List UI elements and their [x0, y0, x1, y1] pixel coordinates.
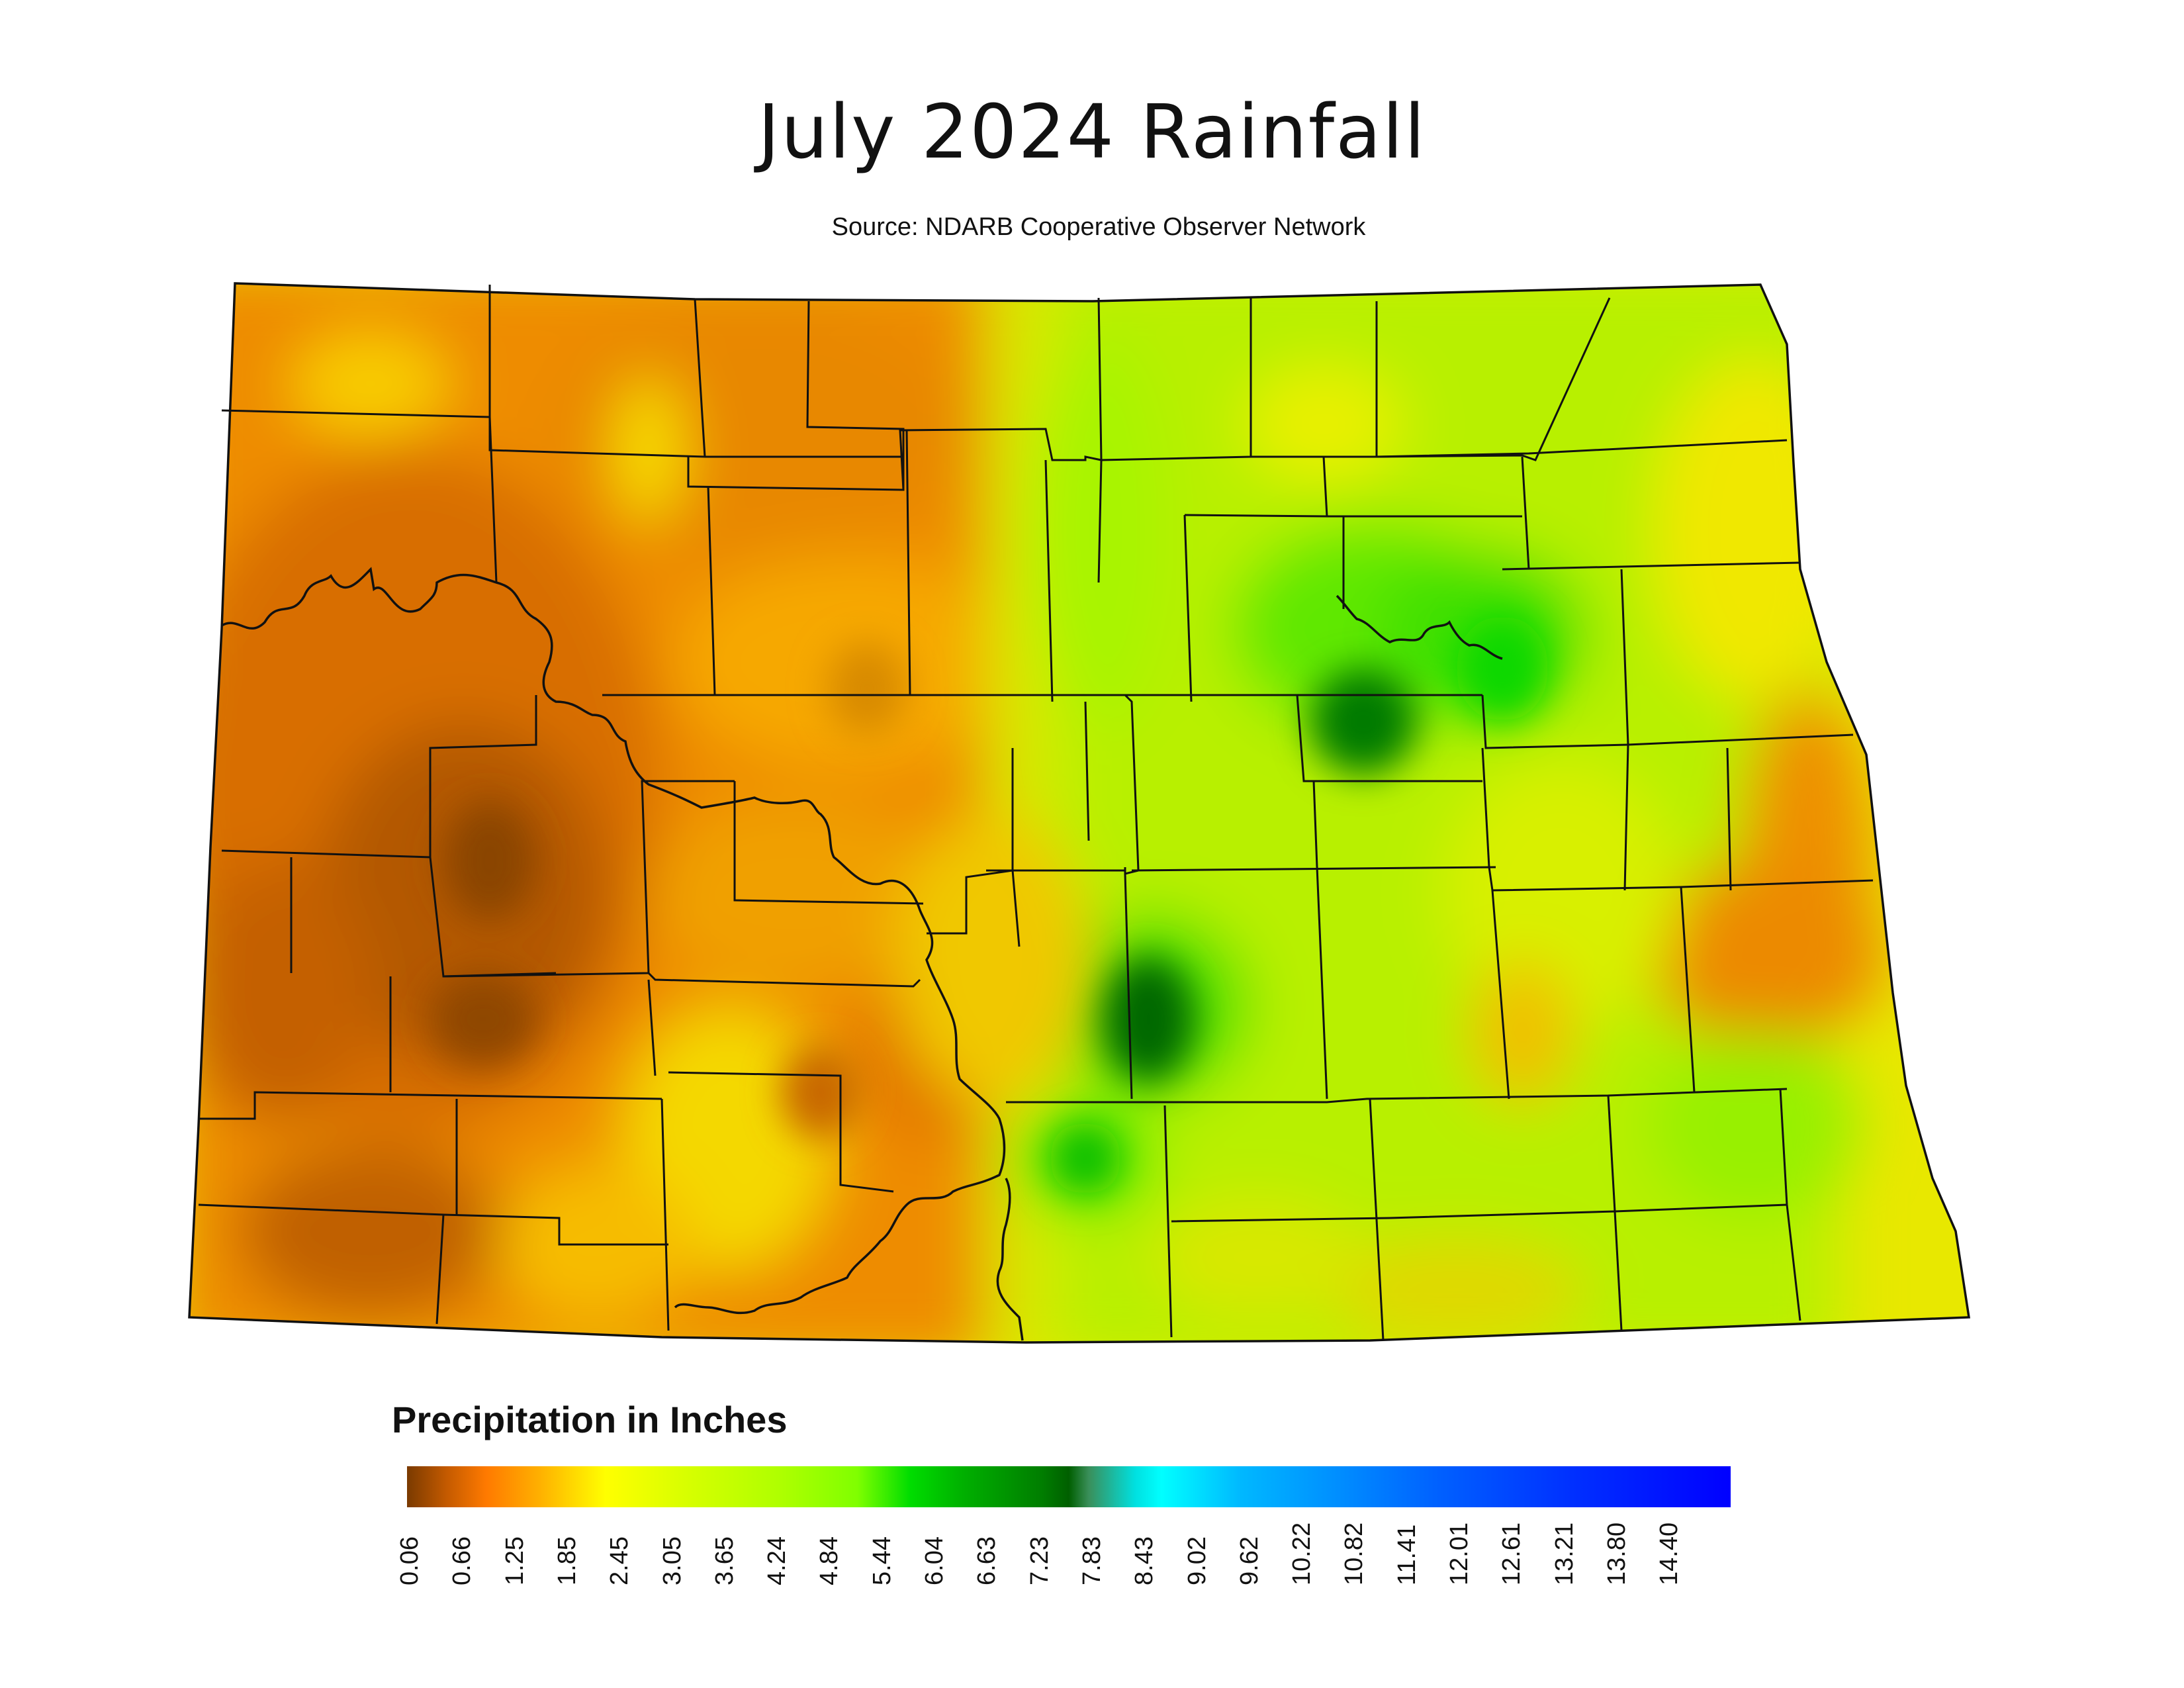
legend-tick-label: 2.45 [606, 1536, 634, 1585]
map-title: July 2024 Rainfall [757, 89, 1427, 175]
legend-tick-label: 1.85 [553, 1536, 581, 1585]
precip-field [189, 283, 1969, 1342]
legend-tick-label: 10.22 [1288, 1522, 1316, 1585]
legend-tick-label: 7.23 [1025, 1536, 1054, 1585]
legend-tick-label: 9.62 [1235, 1536, 1263, 1585]
legend-tick-label: 12.61 [1498, 1522, 1526, 1585]
legend-tick-label: 0.06 [396, 1536, 424, 1585]
legend-tick-label: 6.63 [973, 1536, 1001, 1585]
county-boundaries [198, 285, 1874, 1341]
legend-tick-label: 1.25 [500, 1536, 529, 1585]
legend-tick-label: 14.40 [1655, 1522, 1684, 1585]
legend-tick-label: 6.04 [921, 1536, 948, 1585]
legend-tick-label: 5.44 [868, 1536, 896, 1585]
legend-tick-label: 8.43 [1130, 1536, 1159, 1585]
legend-tick-label: 13.80 [1602, 1522, 1631, 1585]
legend-tick-label: 3.05 [658, 1536, 686, 1585]
legend-tick-label: 3.65 [710, 1536, 739, 1585]
legend-tick-label: 0.66 [448, 1536, 477, 1585]
legend-tick-label: 9.02 [1183, 1536, 1211, 1585]
legend-tick-label: 12.01 [1445, 1522, 1473, 1585]
legend-tick-label: 7.83 [1077, 1536, 1106, 1585]
legend-tick-label: 4.24 [763, 1536, 792, 1585]
river-boundaries [221, 567, 1503, 1341]
legend-tick-label: 4.84 [815, 1536, 844, 1585]
legend-tick-label: 13.21 [1550, 1522, 1578, 1585]
legend-title: Precipitation in Inches [392, 1399, 788, 1440]
legend-color-bar [407, 1466, 1731, 1507]
legend-tick-label: 10.82 [1340, 1522, 1369, 1585]
state-boundary [188, 282, 1971, 1344]
legend-tick-label: 11.41 [1392, 1524, 1421, 1585]
map-source: Source: NDARB Cooperative Observer Netwo… [831, 213, 1366, 241]
